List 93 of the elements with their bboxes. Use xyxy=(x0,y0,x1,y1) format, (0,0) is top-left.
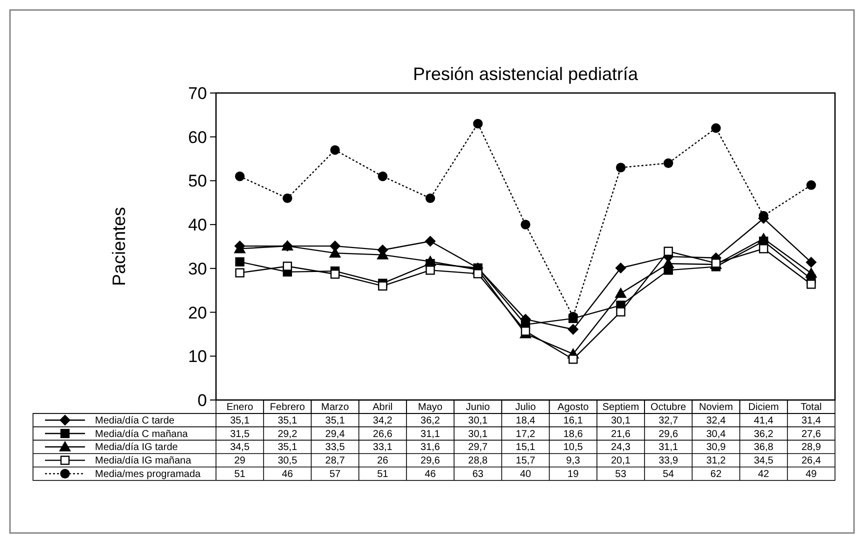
data-label: 36,2 xyxy=(754,428,774,440)
data-label: 30,1 xyxy=(610,415,631,426)
x-tick-label: Octubre xyxy=(650,402,687,413)
data-label: 31,1 xyxy=(658,442,679,454)
data-label: 15,7 xyxy=(516,456,536,467)
x-tick-label: Mayo xyxy=(418,402,443,413)
data-label: 31,2 xyxy=(706,456,726,467)
data-label: 40 xyxy=(520,469,532,480)
data-label: 51 xyxy=(377,469,389,480)
legend-label: Media/día IG tarde xyxy=(95,442,178,454)
x-tick-label: Agosto xyxy=(558,402,590,413)
data-label: 46 xyxy=(424,469,436,480)
x-tick-label: Febrero xyxy=(270,402,306,413)
data-label: 34,2 xyxy=(372,415,393,426)
x-tick-label: Marzo xyxy=(321,402,350,413)
y-tick-label: 0 xyxy=(198,391,207,410)
data-label: 26 xyxy=(377,456,389,467)
data-label: 36,2 xyxy=(420,415,440,426)
data-label: 29 xyxy=(234,456,246,467)
data-label: 26,4 xyxy=(801,456,822,467)
data-label: 33,5 xyxy=(325,442,346,454)
data-label: 31,6 xyxy=(420,442,440,454)
data-label: 35,1 xyxy=(278,442,298,454)
data-label: 17,2 xyxy=(516,428,536,440)
data-label: 30,1 xyxy=(468,415,488,426)
data-label: 29,2 xyxy=(278,428,298,440)
data-label: 15,1 xyxy=(516,442,536,454)
data-label: 16,1 xyxy=(563,415,584,426)
chart-title: Presión asistencial pediatría xyxy=(412,64,640,84)
x-tick-label: Enero xyxy=(226,402,254,413)
data-label: 54 xyxy=(662,469,674,480)
data-label: 35,1 xyxy=(230,415,250,426)
data-label: 24,3 xyxy=(610,442,631,454)
legend-label: Media/día IG mañana xyxy=(95,456,192,467)
data-label: 49 xyxy=(806,469,818,480)
data-label: 18,6 xyxy=(563,428,584,440)
data-label: 27,6 xyxy=(801,428,822,440)
data-label: 31,5 xyxy=(230,428,250,440)
x-tick-label: Julio xyxy=(515,402,536,413)
y-tick-label: 40 xyxy=(188,216,207,235)
data-label: 63 xyxy=(472,469,484,480)
data-label: 31,1 xyxy=(420,428,440,440)
data-label: 32,7 xyxy=(658,415,679,426)
legend-label: Media/día C mañana xyxy=(95,428,188,440)
data-label: 34,5 xyxy=(230,442,250,454)
data-label: 35,1 xyxy=(325,415,346,426)
data-label: 32,4 xyxy=(706,415,726,426)
y-tick-label: 50 xyxy=(188,172,207,191)
legend-label: Media/mes programada xyxy=(95,469,202,480)
data-label: 62 xyxy=(710,469,722,480)
x-tick-label: Junio xyxy=(466,402,490,413)
x-tick-label: Noviem xyxy=(699,402,733,413)
data-label: 19 xyxy=(568,469,580,480)
data-label: 26,6 xyxy=(372,428,393,440)
data-label: 46 xyxy=(282,469,294,480)
x-tick-label: Diciem xyxy=(748,402,779,413)
data-label: 29,7 xyxy=(468,442,488,454)
data-label: 28,9 xyxy=(801,442,822,454)
data-label: 35,1 xyxy=(278,415,298,426)
legend-label: Media/día C tarde xyxy=(95,415,175,426)
y-tick-label: 70 xyxy=(188,84,207,103)
y-tick-label: 30 xyxy=(188,259,207,278)
data-label: 36,8 xyxy=(754,442,774,454)
data-label: 30,9 xyxy=(706,442,726,454)
data-label: 28,7 xyxy=(325,456,346,467)
data-label: 53 xyxy=(615,469,627,480)
data-label: 10,5 xyxy=(563,442,584,454)
data-label: 28,8 xyxy=(468,456,488,467)
data-label: 21,6 xyxy=(610,428,631,440)
data-label: 29,6 xyxy=(658,428,679,440)
data-label: 57 xyxy=(329,469,342,480)
data-label: 29,6 xyxy=(420,456,440,467)
data-label: 42 xyxy=(758,469,770,480)
y-tick-label: 20 xyxy=(188,303,207,322)
data-label: 34,5 xyxy=(754,456,774,467)
data-label: 30,1 xyxy=(468,428,488,440)
x-tick-label: Abril xyxy=(372,402,393,413)
data-label: 9,3 xyxy=(566,456,580,467)
data-label: 20,1 xyxy=(610,456,631,467)
data-label: 33,1 xyxy=(372,442,393,454)
data-label: 30,4 xyxy=(706,428,726,440)
y-axis-title: Pacientes xyxy=(109,206,129,286)
data-label: 29,4 xyxy=(325,428,346,440)
x-tick-label: Total xyxy=(800,402,822,413)
data-label: 31,4 xyxy=(801,415,822,426)
data-label: 51 xyxy=(234,469,246,480)
data-label: 30,5 xyxy=(278,456,298,467)
data-label: 33,9 xyxy=(658,456,679,467)
y-tick-label: 60 xyxy=(188,128,207,147)
x-tick-label: Septiem xyxy=(602,402,640,413)
data-label: 18,4 xyxy=(516,415,536,426)
y-tick-label: 10 xyxy=(188,347,207,366)
data-label: 41,4 xyxy=(754,415,774,426)
